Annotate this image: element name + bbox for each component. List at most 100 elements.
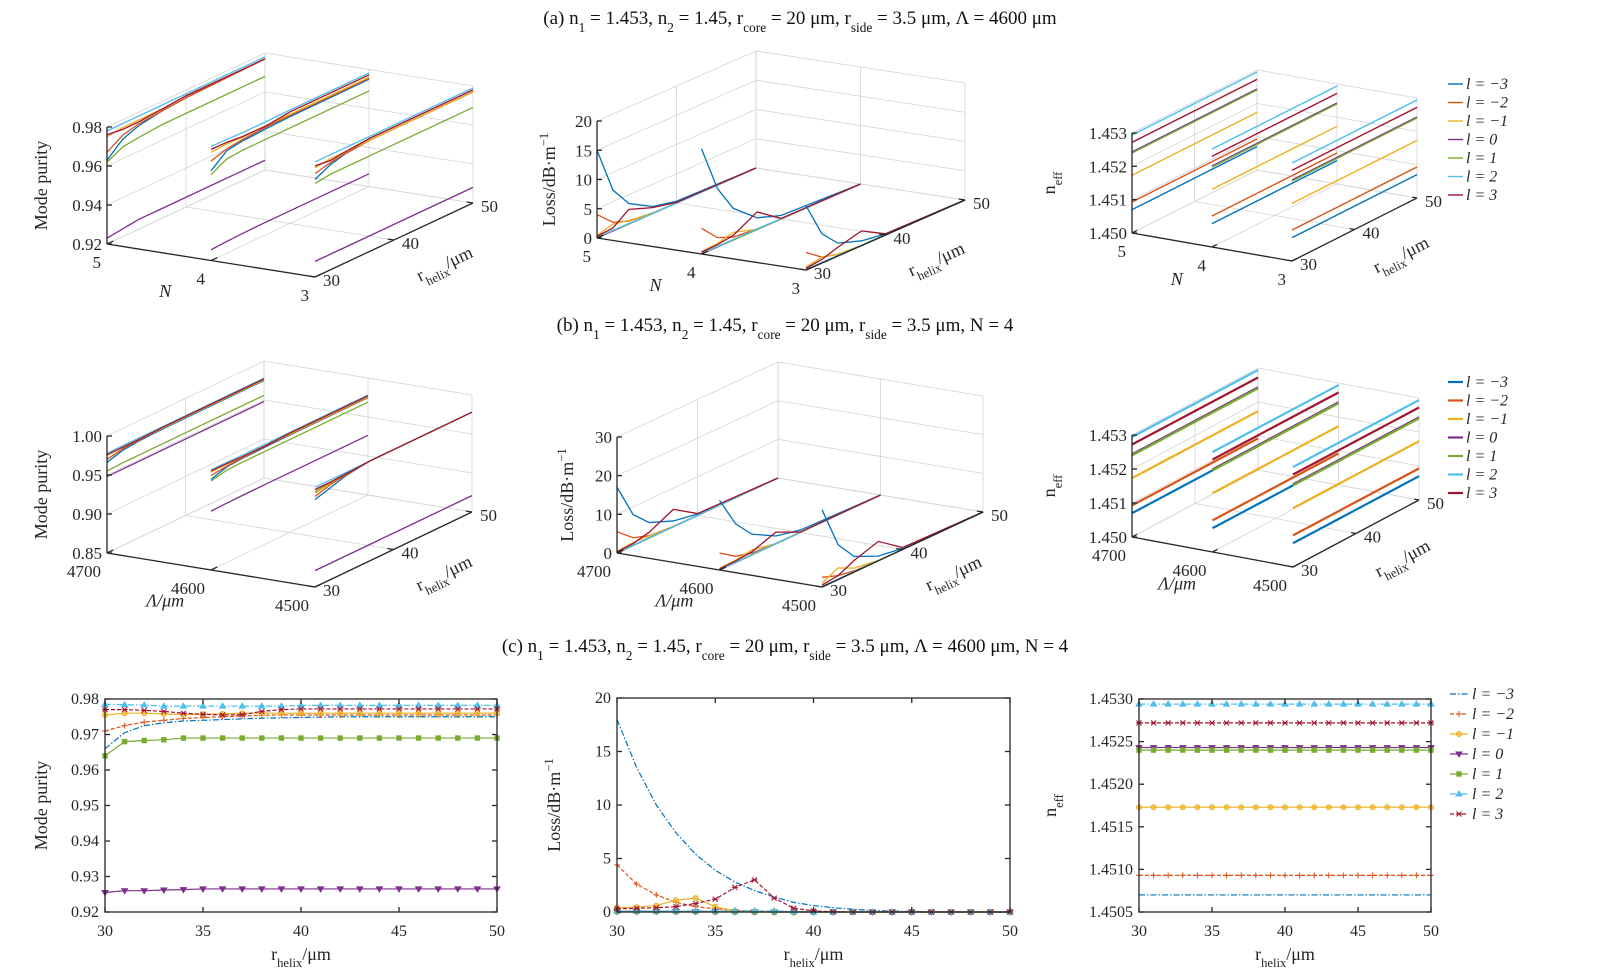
chart-a3: 1.4501.4511.4521.453543304050Nrhelix/μmn… [1039,69,1508,289]
legend: l = −3l = −2l = −1l = 0l = 1l = 2l = 3 [1450,686,1514,823]
legend-label: l = 3 [1466,485,1497,502]
tick-mark [896,547,903,551]
data-point-marker [317,735,324,741]
y-axis-label: neff [1040,793,1066,817]
r-tick-label: 50 [1427,494,1444,513]
series-line-a3-slice0-l6 [1131,78,1258,143]
data-point-marker [1296,804,1303,811]
data-point-marker [1325,804,1332,811]
data-point-marker [692,900,699,907]
data-point-marker [159,887,168,894]
data-point-marker [474,710,481,717]
data-point-marker [454,710,461,717]
y-tick-label: 0.96 [71,762,99,779]
data-point-marker [298,735,304,741]
data-point-marker [278,735,285,741]
series-line-a1-slice1-l4 [210,90,370,176]
data-point-marker [415,706,422,712]
r-tick-label: 40 [1363,224,1380,243]
data-point-marker [1238,720,1245,726]
legend-label: l = 2 [1466,169,1497,186]
series-line-a1-slice0-l4 [106,75,266,163]
legend-label: l = 2 [1466,467,1497,484]
data-point-marker [1355,747,1361,753]
x-tick-label: 30 [609,923,625,940]
x-tick-label: 5 [583,247,592,266]
tick-mark [701,250,709,255]
series-line-b3-slice0-l0 [1131,445,1259,515]
data-point-marker [357,735,363,741]
z-axis-label: Loss/dB·m−1 [555,448,577,541]
series-line-b3-slice0-l2 [1131,410,1259,480]
data-point-marker [257,886,266,893]
data-point-marker [1209,747,1215,753]
data-point-marker [1340,872,1347,879]
series-line-a1-slice1-l5 [210,72,370,148]
series-line-a3-slice2-l0 [1291,174,1418,239]
tick-mark [308,585,316,588]
tick-mark [1212,548,1218,553]
series-line-a1-slice2-l4 [314,106,474,184]
tick-mark [596,234,604,239]
data-point-marker [1150,720,1157,726]
z-axis-label: neff [1039,474,1065,498]
series-line-a1-slice2-l3 [314,186,474,262]
series-line-b1-slice1-l6 [210,395,369,472]
x-axis-label: Λ/μm [144,591,184,611]
tick-mark [1412,196,1418,199]
legend: l = −3l = −2l = −1l = 0l = 1l = 2l = 3 [1448,76,1508,204]
series-line-a1-slice1-l0 [210,78,370,172]
legend-label: l = −3 [1466,76,1508,93]
x-tick-label: 40 [293,923,309,940]
data-point-marker [1267,804,1274,811]
data-point-marker [140,888,149,895]
data-point-marker [415,735,422,741]
data-point-marker [1223,804,1230,811]
series-line-b2-slice0-l5 [616,477,779,554]
y-tick-label: 0.97 [71,727,99,744]
data-point-marker [1399,747,1405,753]
series-line-b3-slice1-l0 [1211,460,1340,530]
y-tick-label: 0.98 [71,691,99,708]
data-point-marker [1238,747,1244,753]
data-point-marker [653,891,660,898]
x-tick-label: 4700 [577,562,611,581]
z-tick-label: 20 [595,467,612,486]
data-point-marker [140,701,149,708]
data-point-marker [218,886,227,893]
data-point-marker [1413,747,1420,753]
series-line-b3-slice1-l4 [1211,402,1340,472]
data-point-marker [396,706,402,712]
r-tick-label: 40 [1364,528,1381,547]
tick-mark [210,566,218,571]
data-point-marker [1150,747,1157,753]
tick-mark [976,510,984,513]
data-point-marker [1194,872,1201,879]
x-tick-label: 30 [97,923,113,940]
data-point-marker [1311,720,1318,726]
series-line-b3-slice2-l0 [1292,475,1420,545]
data-point-marker [141,719,148,726]
panel-title-c: (c) n1 = 1.453, n2 = 1.45, rcore = 20 μm… [502,636,1069,663]
legend: l = −3l = −2l = −1l = 0l = 1l = 2l = 3 [1448,374,1508,502]
tick-mark [308,275,316,278]
z-axis-label: neff [1039,171,1065,195]
tick-mark [719,566,727,571]
data-point-marker [1310,700,1319,707]
r-tick-label: 40 [911,544,928,563]
series-line-b1-slice1-l3 [210,434,369,512]
x-axis-label: N [1170,269,1184,289]
series-markers-c1-l5 [101,700,501,709]
legend-label: l = −1 [1466,411,1508,428]
series-line-a3-slice1-l4 [1211,103,1338,168]
x-axis-label: rhelix/μm [271,944,331,969]
tick-mark [958,198,966,201]
series-line-b3-slice1-l1 [1211,452,1340,522]
x-tick-label: 4600 [680,579,714,598]
chart-a1: 0.920.940.960.98543304050Nrhelix/μmMode … [31,52,498,305]
data-point-marker [1282,747,1288,753]
series-line-a3-slice0-l1 [1131,138,1258,203]
series-line-b1-slice2-l6 [314,411,473,491]
data-point-marker [257,702,266,709]
data-point-marker [277,886,286,893]
